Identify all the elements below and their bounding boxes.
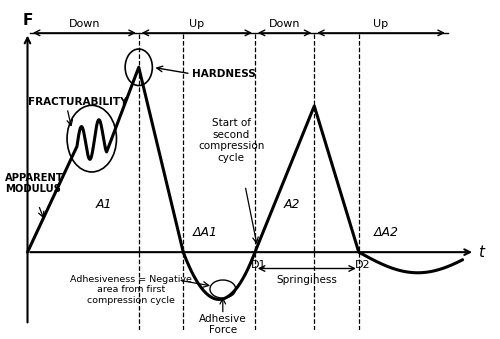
Text: D1: D1 xyxy=(251,260,266,270)
Text: Down: Down xyxy=(68,19,100,29)
Text: APPARENT
MODULUS: APPARENT MODULUS xyxy=(5,173,64,194)
Text: ΔA1: ΔA1 xyxy=(193,226,218,239)
Text: Adhesive
Force: Adhesive Force xyxy=(199,314,246,335)
Text: A1: A1 xyxy=(96,198,112,211)
Text: Up: Up xyxy=(190,19,204,29)
Text: Start of
second
compression
cycle: Start of second compression cycle xyxy=(198,118,264,163)
Text: Springiness: Springiness xyxy=(276,275,338,284)
Text: Down: Down xyxy=(269,19,300,29)
Text: FRACTURABILITY: FRACTURABILITY xyxy=(28,97,128,107)
Text: t: t xyxy=(478,245,484,260)
Text: ΔA2: ΔA2 xyxy=(374,226,398,239)
Text: Adhesiveness = Negative
area from first
compression cycle: Adhesiveness = Negative area from first … xyxy=(70,275,192,305)
Text: Up: Up xyxy=(374,19,388,29)
Text: HARDNESS: HARDNESS xyxy=(192,69,256,79)
Text: F: F xyxy=(22,13,32,28)
Text: A2: A2 xyxy=(284,198,300,211)
Text: D2: D2 xyxy=(355,260,370,270)
